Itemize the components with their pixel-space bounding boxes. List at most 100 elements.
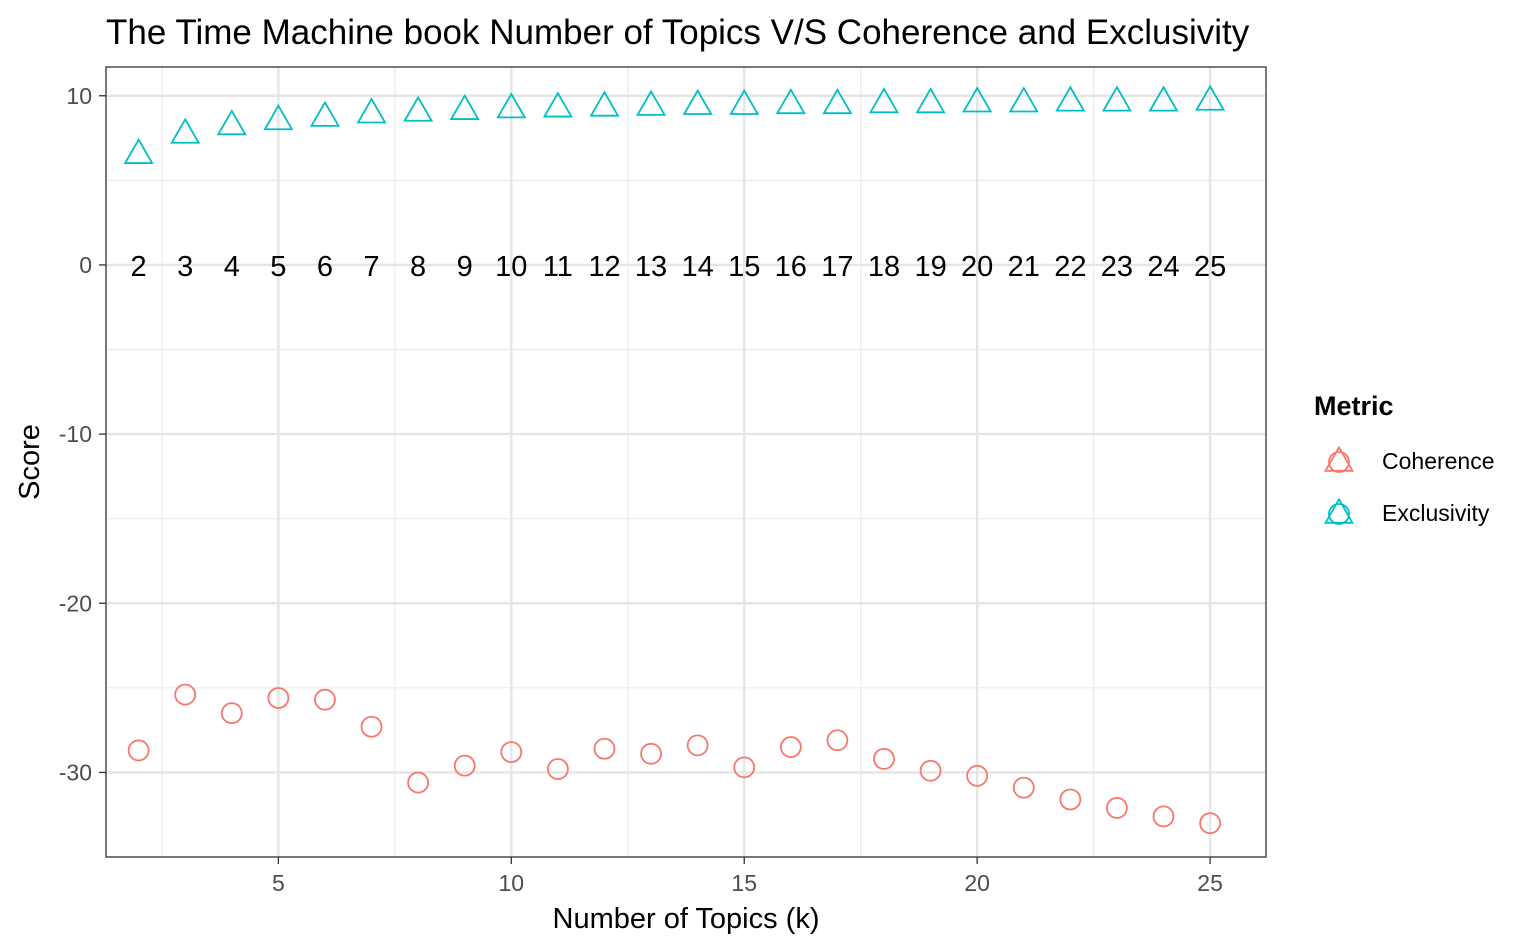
point-label: 18 <box>868 251 900 283</box>
data-point-coherence <box>1199 812 1221 835</box>
data-point-coherence <box>407 771 430 794</box>
point-label: 3 <box>177 251 193 283</box>
point-label: 9 <box>457 251 473 283</box>
data-point-coherence <box>873 747 895 770</box>
chart-title: The Time Machine book Number of Topics V… <box>106 13 1250 52</box>
data-point-coherence <box>966 764 989 787</box>
data-point-exclusivity <box>682 88 713 115</box>
data-point-coherence <box>779 736 802 758</box>
point-labels: 2 3 4 5 6 7 8 9 10 11 12 13 14 15 16 17 18 19 20 21 22 23 24 25 <box>131 251 1227 283</box>
data-point-exclusivity <box>170 117 201 144</box>
data-point-exclusivity <box>915 87 946 114</box>
point-label: 6 <box>317 251 333 283</box>
y-tick-label: -30 <box>59 759 92 785</box>
legend: Metric Coherence Exclusivity <box>1314 391 1495 526</box>
data-point-exclusivity <box>542 91 573 118</box>
point-label: 21 <box>1008 251 1040 283</box>
y-axis: -30 -20 -10 0 10 <box>59 83 106 785</box>
y-tick-label: -20 <box>59 590 92 616</box>
point-label: 8 <box>410 251 426 283</box>
data-point-coherence <box>1152 805 1175 828</box>
data-point-coherence <box>220 702 243 725</box>
x-tick-label: 15 <box>731 870 757 896</box>
x-axis: 5 10 15 20 25 <box>272 857 1223 896</box>
data-point-exclusivity <box>589 90 620 117</box>
point-label: 13 <box>635 251 667 283</box>
data-point-exclusivity <box>263 104 294 131</box>
legend-label-exclusivity: Exclusivity <box>1382 500 1490 526</box>
data-point-exclusivity <box>496 92 527 119</box>
point-label: 16 <box>775 251 807 283</box>
point-label: 11 <box>543 251 573 283</box>
point-label: 24 <box>1147 251 1179 283</box>
point-label: 12 <box>588 251 620 283</box>
series-layer <box>123 84 1226 835</box>
point-label: 20 <box>961 251 993 283</box>
data-point-coherence <box>267 687 290 709</box>
data-point-exclusivity <box>1148 85 1179 112</box>
point-label: 5 <box>270 251 286 283</box>
data-point-exclusivity <box>309 100 341 127</box>
x-axis-label: Number of Topics (k) <box>553 903 820 935</box>
point-label: 4 <box>224 251 240 283</box>
y-axis-label: Score <box>14 424 46 500</box>
data-point-coherence <box>360 715 383 738</box>
y-tick-label: 0 <box>79 252 92 278</box>
data-point-coherence <box>1106 797 1128 819</box>
legend-key-coherence <box>1323 445 1355 473</box>
series-coherence <box>127 683 1221 835</box>
data-point-coherence <box>733 756 756 779</box>
data-point-coherence <box>174 683 197 706</box>
grid-major <box>106 67 1266 857</box>
data-point-coherence <box>1059 788 1082 811</box>
data-point-exclusivity <box>636 89 667 116</box>
plot-panel-border <box>105 66 1267 858</box>
x-tick-label: 25 <box>1197 870 1223 896</box>
data-point-coherence <box>500 741 523 764</box>
data-point-coherence <box>453 754 476 777</box>
data-point-exclusivity <box>1008 86 1039 113</box>
data-point-coherence <box>640 742 662 765</box>
legend-title: Metric <box>1314 391 1394 421</box>
series-exclusivity <box>123 84 1226 164</box>
point-label: 10 <box>495 251 527 283</box>
point-label: 25 <box>1194 251 1226 283</box>
data-point-exclusivity <box>962 86 993 113</box>
data-point-coherence <box>686 734 709 757</box>
data-point-exclusivity <box>123 137 154 164</box>
legend-label-coherence: Coherence <box>1382 448 1495 474</box>
data-point-exclusivity <box>822 87 853 115</box>
point-label: 14 <box>682 251 714 283</box>
point-label: 19 <box>914 251 946 283</box>
data-point-coherence <box>1012 776 1035 799</box>
data-point-exclusivity <box>1055 85 1086 112</box>
point-label: 7 <box>363 251 379 283</box>
data-point-coherence <box>593 737 616 760</box>
data-point-exclusivity <box>356 97 387 124</box>
data-point-exclusivity <box>1195 84 1226 111</box>
x-tick-label: 5 <box>272 870 285 896</box>
point-label: 23 <box>1101 251 1133 283</box>
point-label: 2 <box>131 251 147 283</box>
point-label: 22 <box>1054 251 1086 283</box>
x-tick-label: 10 <box>499 870 525 896</box>
x-tick-label: 20 <box>964 870 990 896</box>
data-point-exclusivity <box>449 93 480 120</box>
data-point-exclusivity <box>729 88 760 115</box>
data-point-coherence <box>546 758 569 780</box>
legend-key-exclusivity <box>1323 497 1355 525</box>
point-label: 15 <box>728 251 760 283</box>
data-point-coherence <box>919 759 942 782</box>
data-point-coherence <box>314 688 336 711</box>
data-point-exclusivity <box>868 87 900 114</box>
data-point-coherence <box>127 739 150 762</box>
data-point-exclusivity <box>1101 85 1132 112</box>
data-point-coherence <box>826 729 849 752</box>
y-tick-label: -10 <box>59 421 92 447</box>
data-point-exclusivity <box>775 87 806 115</box>
data-point-exclusivity <box>216 109 247 136</box>
plot-panel-background <box>106 67 1266 857</box>
y-tick-label: 10 <box>66 83 92 109</box>
data-point-exclusivity <box>403 95 434 122</box>
